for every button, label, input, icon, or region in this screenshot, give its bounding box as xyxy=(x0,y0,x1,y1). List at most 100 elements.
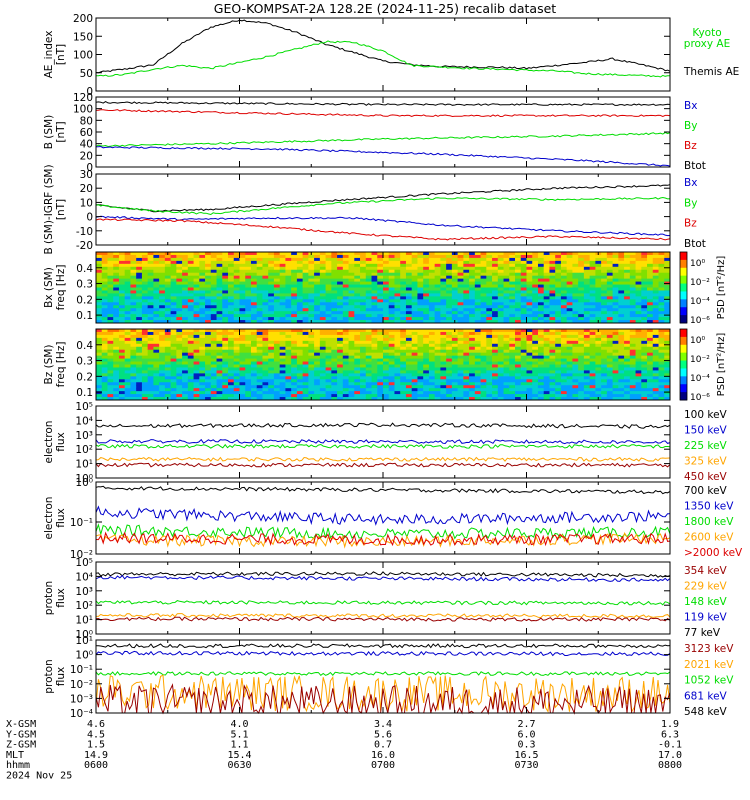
spectrogram-cell xyxy=(405,376,413,380)
spectrogram-cell xyxy=(572,290,579,294)
spectrogram-cell xyxy=(549,308,556,312)
spectrogram-cell xyxy=(233,317,240,321)
spectrogram-cell xyxy=(509,394,516,398)
spectrogram-cell xyxy=(147,331,154,336)
spectrogram-cell xyxy=(411,385,418,389)
spectrogram-cell xyxy=(555,299,562,303)
spectrogram-cell xyxy=(555,314,562,318)
spectrogram-cell xyxy=(348,349,355,354)
spectrogram-cell xyxy=(314,329,321,333)
spectrogram-cell xyxy=(96,331,103,336)
spectrogram-cell xyxy=(451,308,459,312)
spectrogram-cell xyxy=(273,272,281,277)
spectrogram-cell xyxy=(394,352,401,357)
spectrogram-cell xyxy=(583,361,591,365)
spectrogram-cell xyxy=(469,278,476,282)
spectrogram-cell xyxy=(256,257,263,262)
spectrogram-cell xyxy=(147,290,154,294)
spectrogram-cell xyxy=(549,379,556,383)
y-tick-label: -20 xyxy=(76,240,93,252)
spectrogram-cell xyxy=(124,287,131,291)
spectrogram-cell xyxy=(113,349,120,354)
spectrogram-cell xyxy=(348,385,355,389)
spectrogram-cell xyxy=(377,311,384,315)
spectrogram-bzspec xyxy=(96,329,671,401)
spectrogram-cell xyxy=(239,349,246,354)
spectrogram-cell xyxy=(572,263,579,268)
spectrogram-cell xyxy=(434,388,441,392)
spectrogram-cell xyxy=(136,257,143,262)
spectrogram-cell xyxy=(492,254,499,259)
spectrogram-cell xyxy=(250,370,258,374)
spectrogram-cell xyxy=(273,388,281,392)
spectrogram-cell xyxy=(101,269,108,274)
spectrogram-cell xyxy=(503,293,510,297)
spectrogram-cell xyxy=(486,349,493,354)
spectrogram-cell xyxy=(520,299,527,303)
spectrogram-cell xyxy=(136,355,143,359)
spectrogram-cell xyxy=(411,263,418,268)
spectrogram-cell xyxy=(543,367,550,371)
spectrogram-cell xyxy=(383,278,390,282)
spectrogram-cell xyxy=(182,311,189,315)
spectrogram-cell xyxy=(273,346,281,351)
spectrogram-cell xyxy=(147,337,154,342)
spectrogram-cell xyxy=(566,367,573,371)
spectrogram-cell xyxy=(199,275,206,280)
spectrogram-cell xyxy=(612,281,619,285)
spectrogram-cell xyxy=(474,376,481,380)
spectrogram-cell xyxy=(624,382,631,386)
spectrogram-cell xyxy=(434,361,441,365)
spectrogram-cell xyxy=(457,346,464,351)
spectrogram-cell xyxy=(228,379,235,383)
spectrogram-cell xyxy=(302,257,309,262)
spectrogram-cell xyxy=(612,364,619,368)
spectrogram-cell xyxy=(428,305,436,309)
spectrogram-cell xyxy=(405,334,413,339)
spectrogram-cell xyxy=(216,320,223,324)
spectrogram-cell xyxy=(268,361,275,365)
spectrogram-cell xyxy=(509,373,516,377)
spectrogram-cell xyxy=(159,257,166,262)
spectrogram-cell xyxy=(325,252,332,256)
spectrogram-cell xyxy=(635,254,642,259)
spectrogram-cell xyxy=(113,397,120,401)
spectrogram-cell xyxy=(583,385,591,389)
spectrogram-cell xyxy=(170,281,177,285)
spectrogram-cell xyxy=(170,272,177,277)
spectrogram-cell xyxy=(606,376,613,380)
spectrogram-cell xyxy=(658,254,665,259)
spectrogram-cell xyxy=(279,272,286,277)
spectrogram-cell xyxy=(641,317,648,321)
spectrogram-cell xyxy=(469,331,476,336)
spectrogram-cell xyxy=(371,379,378,383)
spectrogram-cell xyxy=(572,317,579,321)
spectrogram-cell xyxy=(497,281,504,285)
spectrogram-cell xyxy=(423,260,430,265)
spectrogram-cell xyxy=(503,254,510,259)
spectrogram-cell xyxy=(187,334,194,339)
spectrogram-cell xyxy=(532,308,539,312)
spectrogram-cell xyxy=(480,287,487,291)
spectrogram-cell xyxy=(262,385,269,389)
spectrogram-cell xyxy=(176,349,183,354)
spectrogram-cell xyxy=(440,305,447,309)
spectrogram-cell xyxy=(199,394,206,398)
spectrogram-cell xyxy=(641,269,648,274)
spectrogram-cell xyxy=(624,385,631,389)
spectrogram-cell xyxy=(170,287,177,291)
spectrogram-cell xyxy=(440,388,447,392)
spectrogram-cell xyxy=(480,275,487,280)
spectrogram-cell xyxy=(136,275,143,280)
spectrogram-cell xyxy=(377,308,384,312)
spectrogram-cell xyxy=(325,275,332,280)
spectrogram-cell xyxy=(641,287,648,291)
spectrogram-cell xyxy=(113,391,120,395)
spectrogram-cell xyxy=(652,272,659,277)
spectrogram-cell xyxy=(205,311,212,315)
spectrogram-cell xyxy=(509,382,516,386)
spectrogram-cell xyxy=(394,252,401,256)
spectrogram-cell xyxy=(417,343,424,348)
spectrogram-cell xyxy=(647,397,654,401)
spectrogram-cell xyxy=(583,284,591,288)
